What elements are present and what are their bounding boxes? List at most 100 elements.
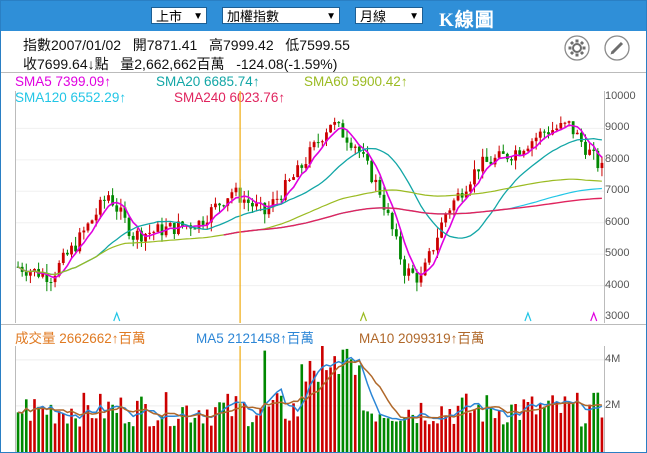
volume-bar [423, 420, 427, 452]
candle-body [436, 237, 439, 251]
candle-body [156, 224, 160, 232]
candle-body [374, 179, 378, 183]
volume-bar [98, 393, 102, 452]
candle-body [209, 207, 213, 223]
volume-bar [103, 418, 106, 452]
candle-body [510, 159, 513, 161]
volume-bar [559, 412, 563, 452]
candle-body [551, 130, 555, 135]
price-chart[interactable] [15, 91, 605, 323]
volume-bar [148, 426, 151, 452]
candle-body [304, 164, 308, 168]
candle-body [279, 198, 283, 200]
volume-bar [214, 407, 217, 452]
volume-bar [514, 404, 517, 452]
volume-bar [94, 418, 98, 452]
price-axis-tick: 5000 [605, 247, 630, 260]
candle-body [559, 122, 563, 129]
volume-bar [489, 408, 493, 452]
volume-bar [477, 404, 480, 452]
candle-body [579, 132, 583, 142]
candle-body [477, 169, 480, 172]
volume-bar [460, 397, 464, 452]
sma60-line [17, 178, 602, 276]
sma240-line [223, 197, 602, 236]
volume-bar [349, 359, 353, 452]
candle-body [103, 199, 106, 201]
volume-bar [193, 417, 197, 452]
candle-body [111, 195, 115, 206]
candle-body [135, 230, 139, 240]
chevron-down-icon: ▼ [326, 11, 336, 22]
candle-body [115, 205, 119, 212]
candle-body [473, 169, 476, 185]
volume-bar [329, 367, 332, 452]
candle-body [119, 207, 123, 212]
candle-body [28, 271, 32, 276]
candle-body [65, 252, 69, 255]
vol-ma10-line [17, 359, 602, 419]
candle-body [61, 252, 65, 263]
volume-bar [78, 426, 82, 452]
candle-body [501, 151, 505, 154]
volume-chart[interactable] [15, 346, 605, 452]
market-select[interactable]: 上市 ▼ [151, 7, 207, 24]
volume-bar [45, 414, 49, 452]
index-select[interactable]: 加權指數 ▼ [222, 7, 340, 24]
legend-sma240: SMA240 6023.76↑ [174, 90, 286, 105]
volume-bar [563, 396, 567, 452]
volume-bar [415, 423, 419, 452]
legend-sma20: SMA20 6685.74↑ [156, 74, 260, 89]
volume-bar [86, 405, 90, 452]
candle-body [357, 146, 361, 153]
candle-body [197, 220, 201, 230]
volume-bar [382, 417, 386, 452]
vol-ma5-line [17, 356, 603, 421]
volume-bar [600, 417, 604, 452]
candle-body [127, 217, 131, 236]
candle-body [226, 198, 230, 206]
candle-body [444, 213, 448, 223]
candle-body [419, 275, 423, 283]
volume-bar [234, 396, 238, 452]
candle-body [283, 180, 287, 200]
volume-bar [210, 425, 213, 452]
candle-body [555, 128, 559, 131]
volume-bar [551, 395, 554, 452]
signal-marker [113, 311, 121, 322]
candle-body [263, 202, 267, 215]
candle-body [588, 149, 592, 155]
candle-body [489, 161, 493, 165]
volume-bar [481, 421, 484, 452]
settings-icon[interactable] [564, 35, 590, 61]
candle-body [312, 142, 316, 148]
candle-body [329, 124, 332, 133]
volume-bar [366, 411, 369, 452]
volume-bar [164, 392, 168, 452]
signal-marker [590, 311, 598, 322]
signal-marker [359, 311, 368, 322]
candle-body [218, 203, 221, 206]
candle-body [78, 232, 82, 252]
volume-bar [304, 381, 308, 452]
legend-volume: 成交量 2662662↑百萬 [15, 331, 146, 346]
candle-body [74, 245, 78, 252]
volume-bar [242, 402, 246, 452]
volume-bar [345, 348, 349, 452]
candle-body [600, 162, 604, 169]
candle-body [86, 223, 90, 231]
volume-bar [177, 418, 180, 452]
candle-body [534, 137, 538, 142]
volume-bar [279, 395, 283, 452]
period-select[interactable]: 月線 ▼ [355, 7, 423, 24]
volume-bar [526, 401, 530, 452]
chevron-down-icon: ▼ [409, 11, 419, 22]
volume-bar [333, 356, 336, 452]
volume-bar [53, 423, 57, 452]
candle-body [394, 229, 398, 237]
candle-body [271, 199, 275, 208]
volume-bar [16, 412, 20, 452]
candle-body [596, 150, 600, 169]
pencil-icon[interactable] [604, 35, 630, 61]
volume-bar [596, 392, 600, 452]
